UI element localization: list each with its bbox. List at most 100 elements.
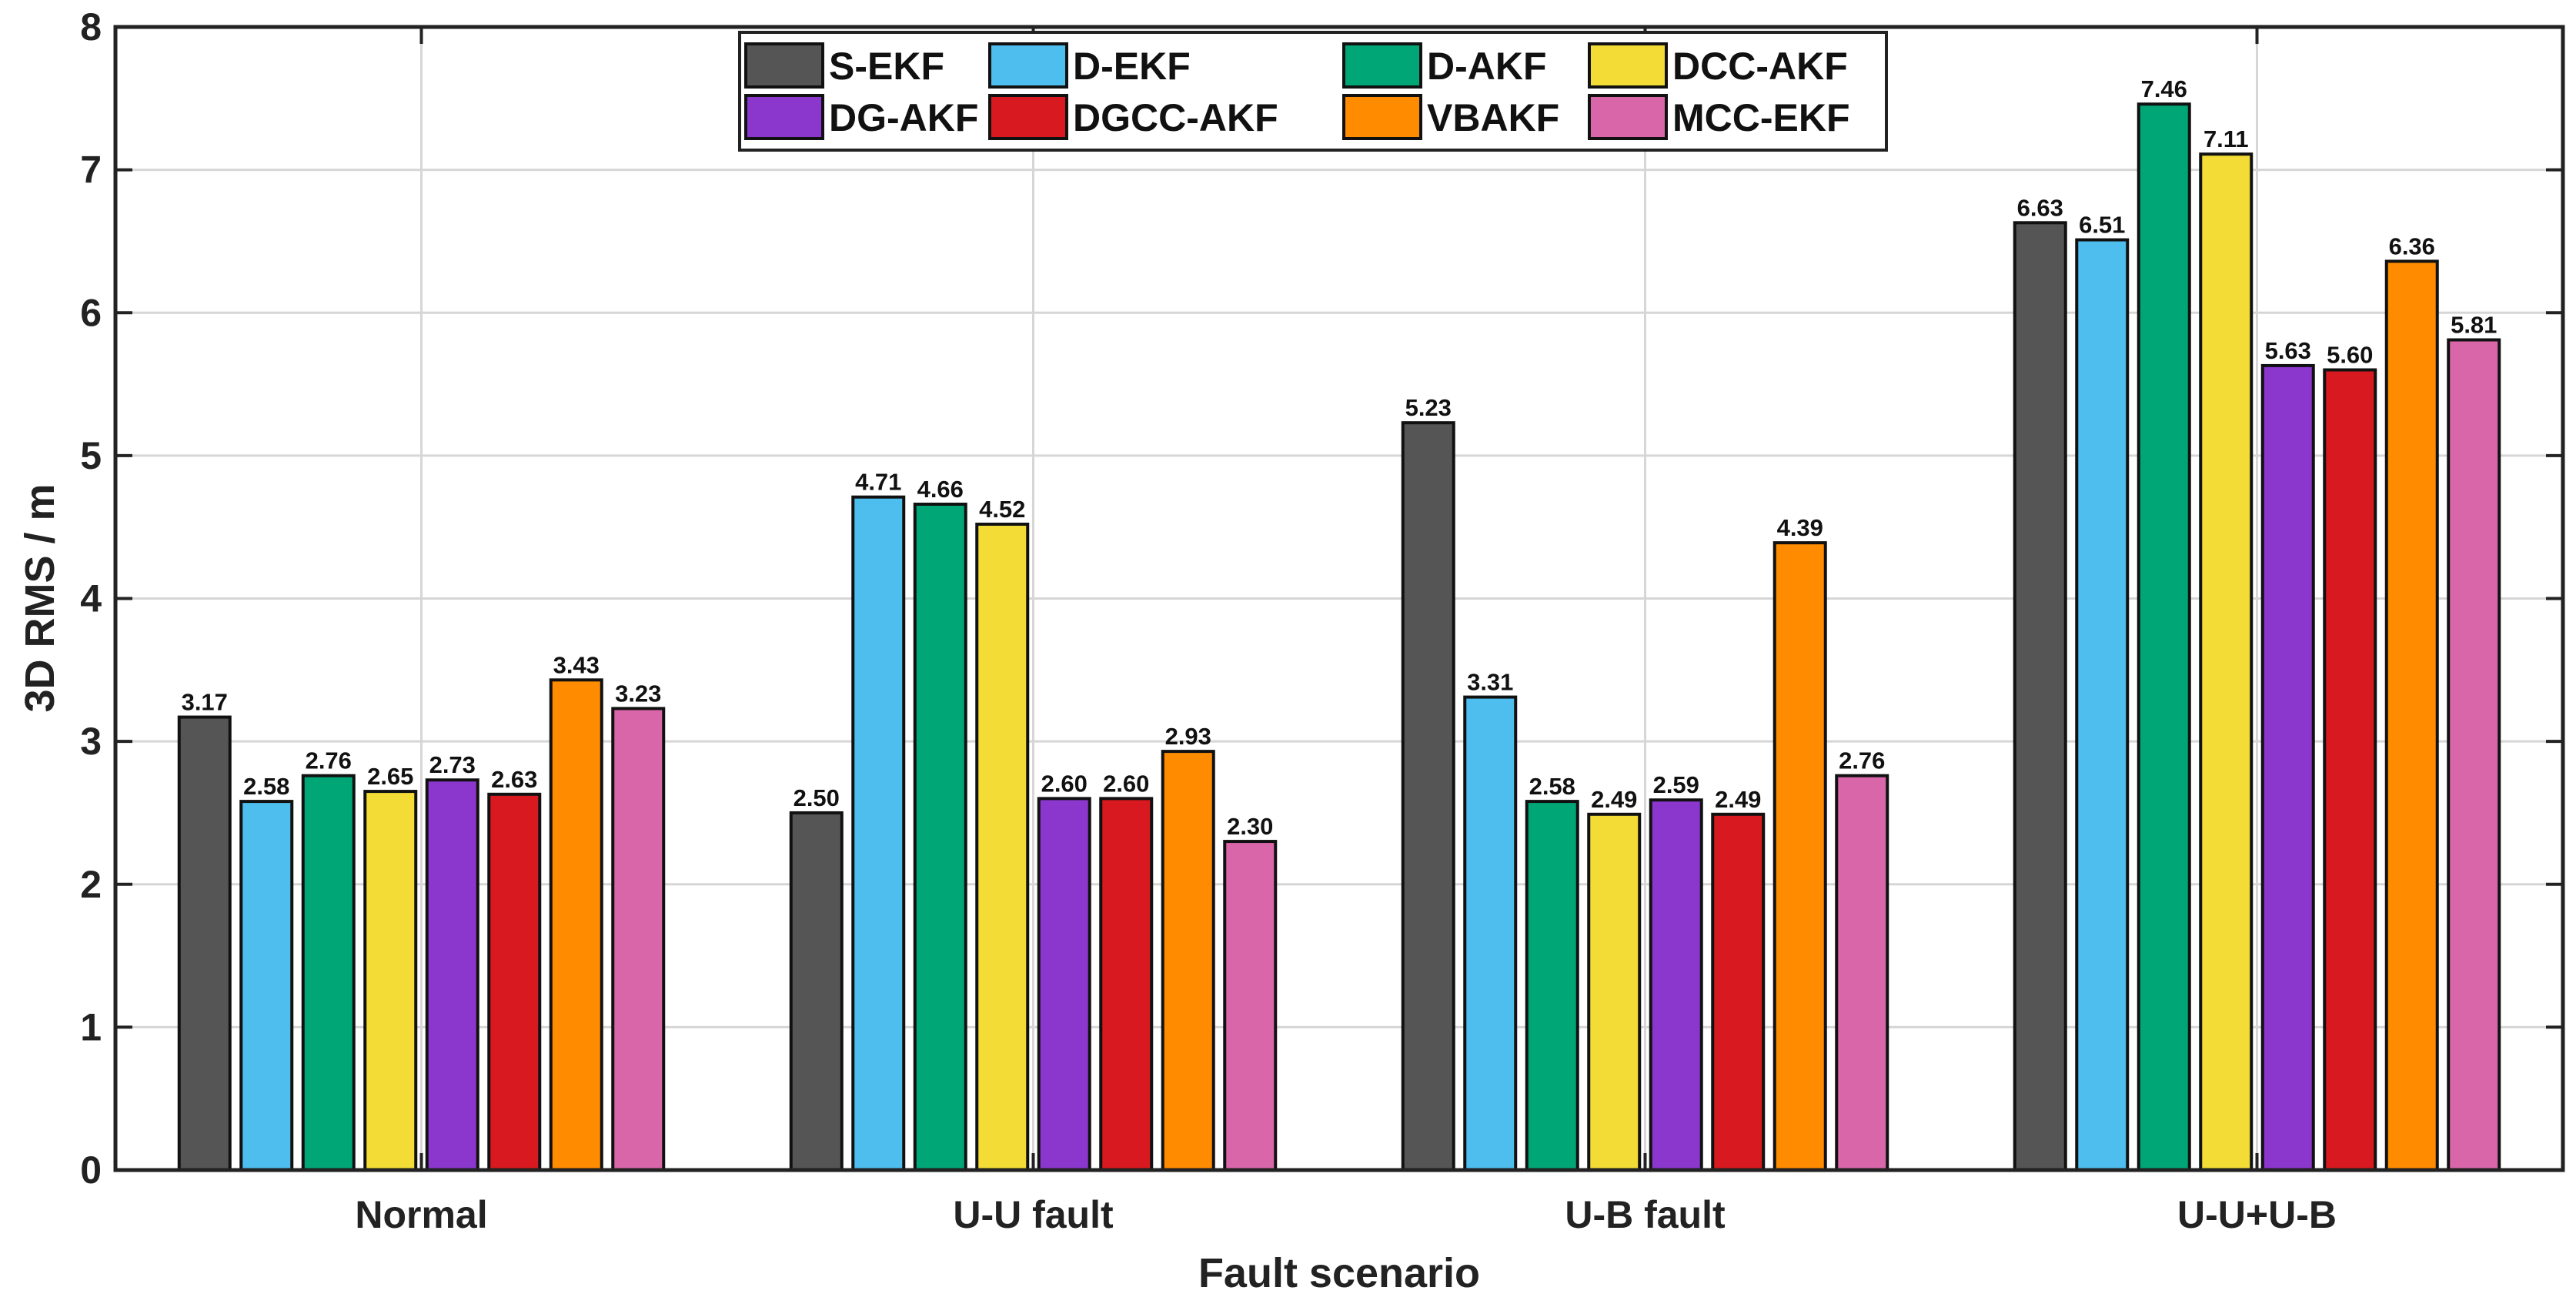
data-label: 5.60 xyxy=(2327,342,2373,369)
grid-lines xyxy=(115,27,2563,1170)
legend-box xyxy=(738,31,1888,152)
legend-swatch-d-ekf xyxy=(988,42,1068,89)
bar-s-ekf-4 xyxy=(2013,221,2067,1172)
data-label: 6.63 xyxy=(2017,194,2063,221)
bar-dgcc-akf-4 xyxy=(2323,368,2377,1172)
bar-s-ekf-3 xyxy=(1401,421,1455,1172)
y-tick-label: 5 xyxy=(80,434,102,477)
x-tick-label: U-U+U-B xyxy=(2177,1193,2337,1236)
data-label: 3.43 xyxy=(553,651,600,678)
data-label: 5.81 xyxy=(2451,312,2497,339)
legend-label-dg-akf: DG-AKF xyxy=(829,96,978,139)
data-label: 2.30 xyxy=(1227,813,1273,840)
bar-dgcc-akf-2 xyxy=(1099,797,1154,1172)
legend-label-s-ekf: S-EKF xyxy=(829,45,944,88)
data-label: 4.39 xyxy=(1777,514,1823,541)
y-tick-label: 6 xyxy=(80,291,102,334)
data-label: 3.23 xyxy=(615,680,661,707)
y-tick-label: 3 xyxy=(80,720,102,763)
data-label: 2.93 xyxy=(1165,723,1211,750)
bar-s-ekf-1 xyxy=(177,715,232,1172)
bar-dg-akf-4 xyxy=(2260,363,2315,1172)
bar-d-akf-2 xyxy=(913,502,967,1172)
bar-d-akf-1 xyxy=(301,774,356,1172)
legend-swatch-vbakf xyxy=(1342,94,1422,140)
bar-dcc-akf-2 xyxy=(975,522,1030,1172)
data-label: 2.60 xyxy=(1041,770,1088,797)
bar-d-ekf-4 xyxy=(2075,238,2130,1172)
legend-swatch-s-ekf xyxy=(744,42,824,89)
data-label: 5.63 xyxy=(2265,337,2311,364)
data-label: 4.71 xyxy=(855,469,901,496)
data-label: 6.36 xyxy=(2389,232,2435,259)
bar-vbakf-3 xyxy=(1772,541,1827,1172)
data-label: 2.60 xyxy=(1103,770,1149,797)
legend-swatch-d-akf xyxy=(1342,42,1422,89)
y-tick-label: 1 xyxy=(80,1005,102,1048)
bar-dgcc-akf-3 xyxy=(1711,812,1766,1172)
bar-mcc-ekf-2 xyxy=(1223,840,1278,1172)
data-label: 3.31 xyxy=(1467,669,1513,696)
legend-label-dgcc-akf: DGCC-AKF xyxy=(1073,96,1278,139)
bar-d-akf-4 xyxy=(2137,102,2191,1172)
data-label: 3.17 xyxy=(182,689,228,716)
bar-d-ekf-1 xyxy=(239,800,294,1172)
x-tick-label: Normal xyxy=(355,1193,487,1236)
data-label: 2.63 xyxy=(491,766,537,793)
data-label: 4.52 xyxy=(979,496,1025,523)
legend-swatch-mcc-ekf xyxy=(1588,94,1668,140)
data-label: 2.49 xyxy=(1715,786,1761,813)
y-tick-label: 4 xyxy=(80,577,102,620)
data-label: 6.51 xyxy=(2079,212,2125,239)
bar-mcc-ekf-4 xyxy=(2447,338,2501,1172)
legend-swatch-dgcc-akf xyxy=(988,94,1068,140)
data-label: 2.73 xyxy=(429,751,476,778)
bar-mcc-ekf-3 xyxy=(1835,774,1889,1172)
legend-label-d-ekf: D-EKF xyxy=(1073,45,1191,88)
y-tick-label: 7 xyxy=(80,149,102,192)
bar-vbakf-1 xyxy=(549,678,603,1172)
legend-swatch-dg-akf xyxy=(744,94,824,140)
data-label: 2.65 xyxy=(367,763,413,790)
bar-dcc-akf-4 xyxy=(2199,152,2254,1172)
data-label: 2.58 xyxy=(243,773,289,800)
legend-label-dcc-akf: DCC-AKF xyxy=(1672,45,1848,88)
bar-vbakf-2 xyxy=(1161,750,1215,1172)
bar-s-ekf-2 xyxy=(789,811,844,1172)
data-label: 2.50 xyxy=(794,784,840,811)
data-label: 5.23 xyxy=(1405,394,1452,421)
x-axis-label: Fault scenario xyxy=(1198,1250,1480,1296)
data-label: 7.11 xyxy=(2203,125,2249,152)
data-label: 2.49 xyxy=(1591,786,1637,813)
legend-label-mcc-ekf: MCC-EKF xyxy=(1672,96,1850,139)
bar-d-akf-3 xyxy=(1525,800,1579,1172)
data-label: 2.76 xyxy=(306,747,352,774)
bar-d-ekf-2 xyxy=(851,495,906,1172)
data-label: 2.58 xyxy=(1529,773,1575,800)
y-tick-label: 0 xyxy=(80,1148,102,1192)
bar-dg-akf-2 xyxy=(1037,797,1091,1172)
legend-label-vbakf: VBAKF xyxy=(1427,96,1559,139)
bar-vbakf-4 xyxy=(2384,259,2439,1172)
data-labels: 3.17 2.58 2.76 2.65 2.73 2.63 3.43 3.23 2.50 4.71… xyxy=(182,75,2497,840)
bar-mcc-ekf-1 xyxy=(611,707,666,1172)
y-tick-label: 2 xyxy=(80,863,102,906)
y-tick-label: 8 xyxy=(80,5,102,48)
bar-dg-akf-1 xyxy=(425,778,479,1172)
legend-swatch-dcc-akf xyxy=(1588,42,1668,89)
bar-dcc-akf-3 xyxy=(1587,812,1642,1172)
data-label: 2.59 xyxy=(1653,771,1699,798)
x-tick-label: U-B fault xyxy=(1565,1193,1726,1236)
bar-dcc-akf-1 xyxy=(363,790,418,1172)
legend: S-EKF D-EKF D-AKF DCC-AKF DG-AKF DGCC-AKF VBAK… xyxy=(738,31,1888,152)
legend-label-d-akf: D-AKF xyxy=(1427,45,1547,88)
bar-d-ekf-3 xyxy=(1463,695,1518,1172)
data-label: 2.76 xyxy=(1839,747,1885,774)
bars xyxy=(177,102,2501,1172)
data-label: 7.46 xyxy=(2141,75,2187,102)
y-axis-label: 3D RMS / m xyxy=(17,483,63,712)
data-label: 4.66 xyxy=(917,476,964,503)
bar-dgcc-akf-1 xyxy=(487,792,542,1172)
bar-dg-akf-3 xyxy=(1649,798,1703,1172)
